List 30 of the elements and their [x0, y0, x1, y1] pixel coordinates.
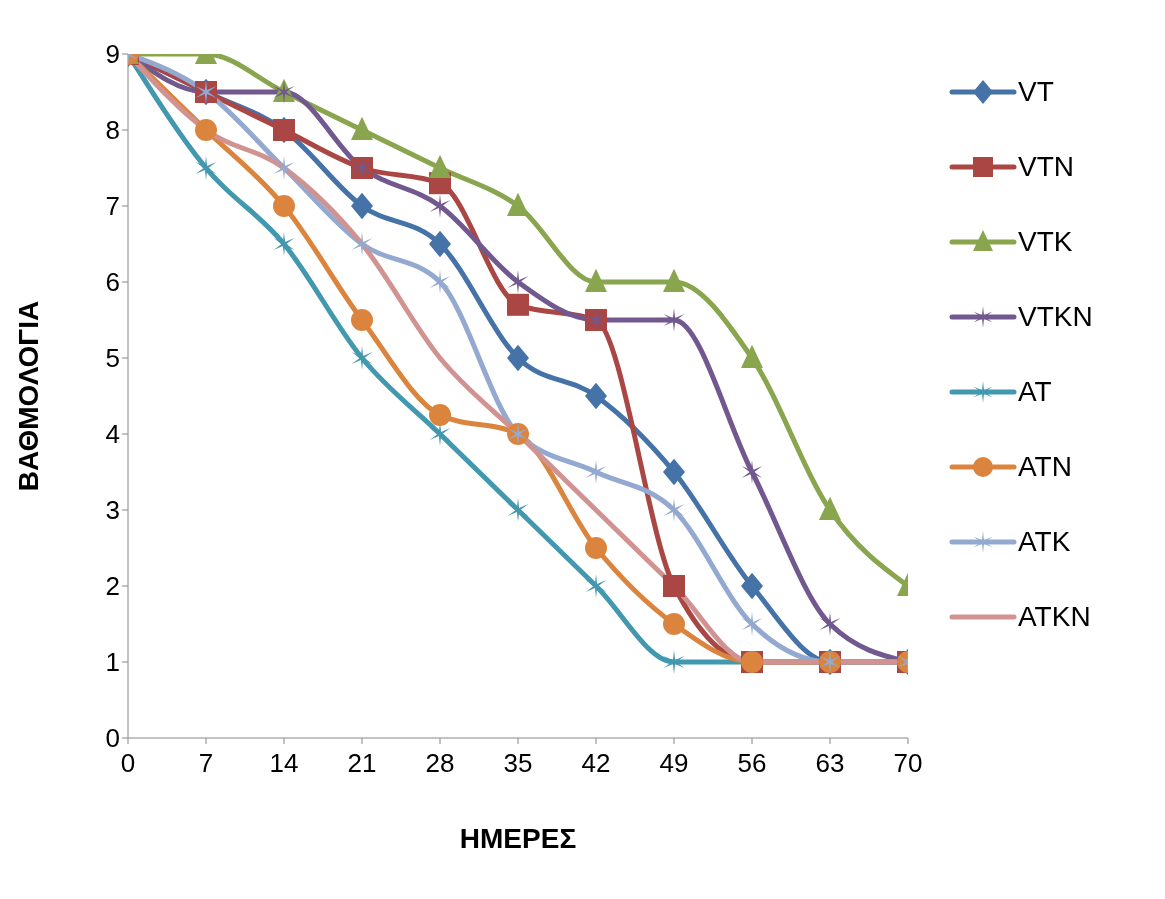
- x-tick-label: 14: [269, 748, 299, 779]
- legend-label: VTKN: [1018, 300, 1093, 333]
- y-tick-label: 5: [105, 343, 120, 374]
- legend-label: VT: [1018, 75, 1054, 108]
- x-tick-label: 56: [737, 748, 767, 779]
- y-tick-label: 1: [105, 647, 120, 678]
- y-tick-label: 0: [105, 723, 120, 754]
- x-tick-label: 49: [659, 748, 689, 779]
- legend-label: VTN: [1018, 150, 1074, 183]
- x-tick-label: 63: [815, 748, 845, 779]
- y-tick-label: 6: [105, 267, 120, 298]
- y-tick-label: 8: [105, 115, 120, 146]
- x-tick-label: 28: [425, 748, 455, 779]
- legend-label: ATKN: [1018, 600, 1091, 633]
- x-axis-title: ΗΜΕΡΕΣ: [459, 823, 577, 854]
- x-tick-label: 70: [893, 748, 923, 779]
- legend-label: AT: [1018, 375, 1052, 408]
- y-tick-label: 2: [105, 571, 120, 602]
- x-tick-label: 35: [503, 748, 533, 779]
- y-tick-label: 4: [105, 419, 120, 450]
- y-tick-label: 3: [105, 495, 120, 526]
- y-axis-title: ΒΑΘΜΟΛΟΓΙΑ: [12, 300, 44, 492]
- x-tick-label: 42: [581, 748, 611, 779]
- legend-label: ATK: [1018, 525, 1071, 558]
- legend-label: ATN: [1018, 450, 1072, 483]
- y-tick-label: 9: [105, 39, 120, 70]
- x-tick-label: 21: [347, 748, 377, 779]
- x-tick-label: 7: [198, 748, 214, 779]
- legend-label: VTK: [1018, 225, 1073, 258]
- y-tick-label: 7: [105, 191, 120, 222]
